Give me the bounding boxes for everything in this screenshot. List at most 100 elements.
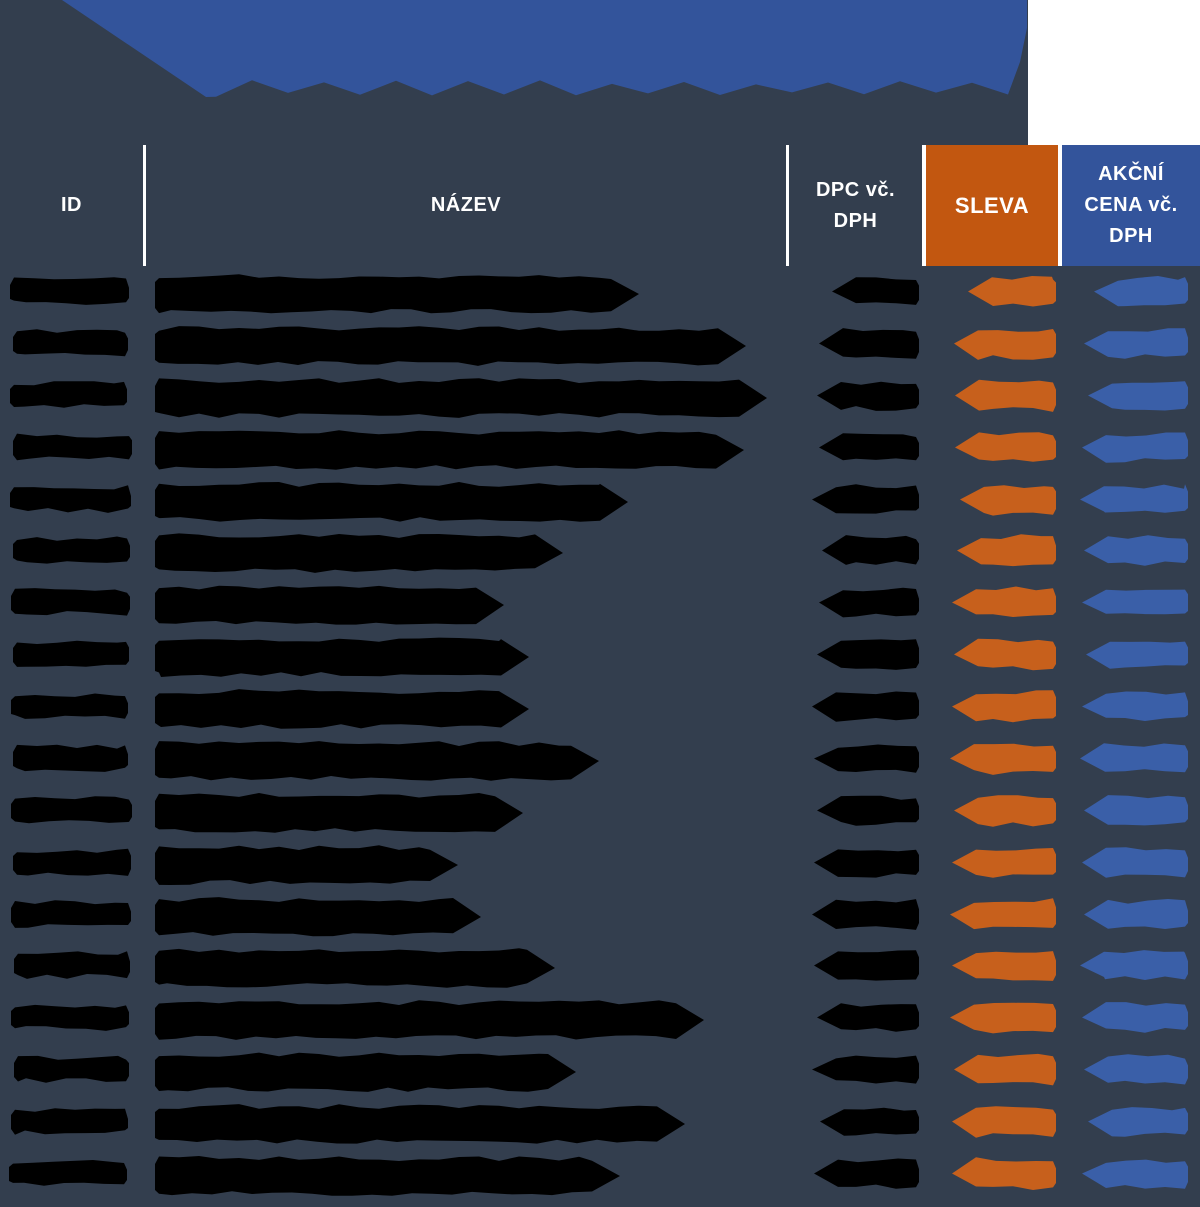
name-redaction	[155, 689, 529, 729]
dpc-redaction	[817, 381, 919, 411]
sleva-redaction	[952, 848, 1056, 878]
header-divider-1	[143, 145, 146, 266]
name-redaction	[155, 533, 563, 573]
column-header-sleva-label: SLEVA	[954, 193, 1030, 218]
column-header-nazev-label: NÁZEV	[430, 194, 502, 216]
sleva-redaction	[952, 1106, 1056, 1138]
id-redaction	[10, 381, 127, 408]
id-redaction	[11, 693, 128, 719]
column-header-nazev: NÁZEV	[146, 145, 786, 266]
name-redaction	[155, 948, 555, 988]
sleva-redaction	[952, 586, 1056, 617]
column-header-akcni-line3: DPH	[1109, 225, 1153, 247]
sleva-redaction	[968, 276, 1056, 307]
akcni-redaction	[1088, 381, 1188, 411]
header-divider-3	[922, 145, 926, 266]
name-redaction	[155, 1156, 620, 1196]
sleva-redaction	[952, 951, 1056, 981]
sleva-redaction	[954, 638, 1056, 671]
dpc-redaction	[814, 950, 919, 981]
name-redaction	[155, 326, 746, 366]
corner-cutout	[1028, 0, 1200, 145]
title-redaction	[62, 0, 1027, 97]
header-divider-4	[1058, 145, 1062, 266]
akcni-redaction	[1082, 691, 1188, 721]
name-redaction	[155, 430, 744, 470]
sleva-redaction	[955, 432, 1056, 462]
id-redaction	[13, 744, 128, 772]
name-redaction	[155, 274, 639, 314]
sleva-redaction	[950, 1002, 1056, 1034]
id-redaction	[14, 951, 130, 979]
column-header-dpc-line2: DPH	[833, 209, 878, 232]
dpc-redaction	[817, 639, 919, 670]
dpc-redaction	[812, 484, 919, 514]
id-redaction	[13, 536, 130, 564]
akcni-redaction	[1084, 535, 1188, 566]
dpc-redaction	[814, 1158, 919, 1189]
sleva-redaction	[954, 795, 1056, 827]
akcni-redaction	[1082, 1002, 1188, 1033]
akcni-redaction	[1080, 484, 1188, 513]
dpc-redaction	[812, 1055, 919, 1084]
sleva-redaction	[954, 1053, 1056, 1086]
column-header-akcni-line2: CENA vč.	[1084, 194, 1178, 216]
name-redaction	[155, 1052, 576, 1092]
id-redaction	[13, 433, 132, 461]
sleva-redaction	[950, 743, 1056, 775]
dpc-redaction	[820, 1107, 919, 1136]
id-redaction	[10, 277, 129, 305]
header-divider-2	[786, 145, 789, 266]
sleva-redaction	[952, 1157, 1056, 1190]
name-redaction	[155, 637, 529, 677]
akcni-redaction	[1082, 847, 1188, 878]
akcni-redaction	[1094, 276, 1188, 307]
akcni-redaction	[1082, 432, 1188, 463]
akcni-redaction	[1082, 589, 1188, 615]
akcni-redaction	[1084, 328, 1188, 359]
sleva-redaction	[950, 898, 1056, 930]
name-redaction	[155, 793, 523, 833]
akcni-redaction	[1084, 795, 1188, 826]
id-redaction	[11, 588, 130, 616]
sleva-redaction	[955, 379, 1056, 412]
akcni-redaction	[1080, 743, 1188, 773]
column-header-sleva: SLEVA	[926, 145, 1058, 266]
dpc-redaction	[819, 587, 919, 618]
dpc-redaction	[819, 328, 919, 359]
column-header-akcni-line1: AKČNÍ	[1098, 163, 1164, 185]
akcni-redaction	[1082, 1159, 1188, 1189]
id-redaction	[13, 640, 129, 667]
dpc-redaction	[814, 744, 919, 773]
dpc-redaction	[814, 849, 919, 878]
name-redaction	[155, 1000, 704, 1040]
name-redaction	[155, 585, 504, 625]
name-redaction	[155, 897, 481, 937]
akcni-redaction	[1086, 641, 1188, 669]
name-redaction	[155, 1104, 685, 1144]
id-redaction	[11, 1004, 129, 1031]
column-header-akcni: AKČNÍ CENA vč. DPH	[1062, 145, 1200, 266]
id-redaction	[11, 900, 131, 928]
id-redaction	[13, 329, 128, 357]
sleva-redaction	[954, 329, 1056, 360]
dpc-redaction	[822, 535, 919, 565]
akcni-redaction	[1084, 1054, 1188, 1085]
akcni-redaction	[1088, 1107, 1188, 1137]
column-header-id: ID	[0, 145, 143, 266]
akcni-redaction	[1080, 950, 1188, 980]
sleva-redaction	[960, 485, 1056, 516]
dpc-redaction	[832, 277, 919, 305]
id-redaction	[13, 848, 131, 876]
dpc-redaction	[812, 691, 919, 722]
sleva-redaction	[952, 690, 1056, 723]
column-header-dpc: DPC vč. DPH	[789, 145, 922, 266]
column-header-dpc-line1: DPC vč.	[815, 178, 896, 201]
dpc-redaction	[819, 433, 919, 461]
akcni-redaction	[1084, 899, 1188, 929]
name-redaction	[155, 482, 628, 522]
name-redaction	[155, 741, 599, 781]
dpc-redaction	[817, 795, 919, 826]
name-redaction	[155, 845, 458, 885]
